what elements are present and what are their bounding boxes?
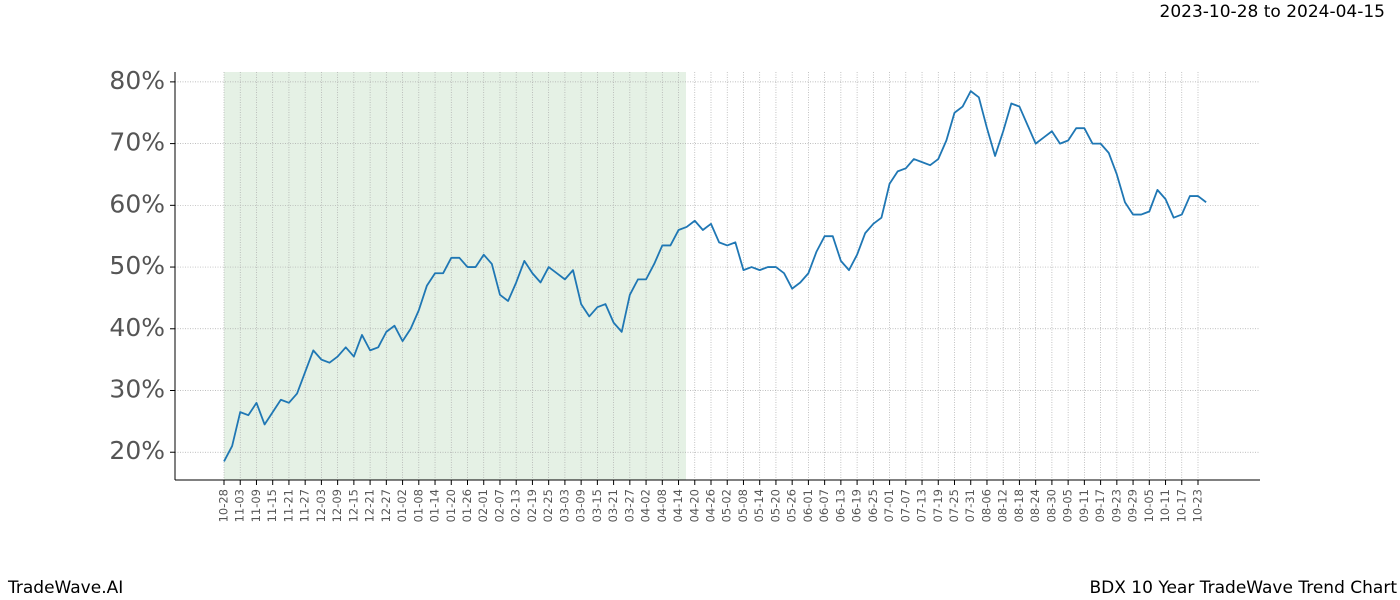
x-tick-label: 10-17 — [1174, 489, 1188, 522]
x-tick-label: 02-19 — [525, 489, 539, 522]
x-tick-label: 11-09 — [249, 489, 263, 522]
x-tick-label: 04-02 — [639, 489, 653, 522]
x-tick-label: 12-27 — [379, 489, 393, 522]
y-tick-label: 20% — [109, 436, 165, 465]
x-tick-label: 10-05 — [1142, 489, 1156, 522]
x-tick-label: 07-19 — [931, 489, 945, 522]
x-tick-label: 05-08 — [736, 489, 750, 522]
x-tick-label: 01-26 — [460, 489, 474, 522]
x-tick-label: 02-01 — [476, 489, 490, 522]
y-tick-label: 40% — [109, 313, 165, 342]
x-tick-label: 03-09 — [574, 489, 588, 522]
x-tick-label: 12-21 — [363, 489, 377, 522]
date-range: 2023-10-28 to 2024-04-15 — [1160, 2, 1385, 22]
x-tick-label: 08-30 — [1044, 489, 1058, 522]
y-tick-label: 70% — [109, 128, 165, 157]
x-tick-label: 10-28 — [217, 489, 231, 522]
x-tick-label: 02-13 — [509, 489, 523, 522]
x-tick-label: 08-18 — [1012, 489, 1026, 522]
x-tick-label: 06-01 — [801, 489, 815, 522]
x-tick-label: 12-15 — [346, 489, 360, 522]
x-tick-label: 10-11 — [1158, 489, 1172, 522]
x-tick-label: 04-14 — [671, 489, 685, 522]
y-tick-label: 80% — [109, 66, 165, 95]
x-tick-label: 10-23 — [1191, 489, 1205, 522]
x-tick-label: 03-15 — [590, 489, 604, 522]
x-tick-label: 11-27 — [298, 489, 312, 522]
x-tick-label: 01-14 — [428, 489, 442, 522]
x-tick-label: 03-03 — [557, 489, 571, 522]
x-tick-label: 06-13 — [833, 489, 847, 522]
x-tick-label: 01-02 — [395, 489, 409, 522]
x-tick-label: 02-07 — [492, 489, 506, 522]
x-tick-label: 05-14 — [752, 489, 766, 522]
x-tick-label: 05-20 — [768, 489, 782, 522]
y-tick-label: 50% — [109, 251, 165, 280]
x-tick-label: 07-01 — [882, 489, 896, 522]
x-tick-label: 11-03 — [233, 489, 247, 522]
chart-title: BDX 10 Year TradeWave Trend Chart — [1090, 578, 1398, 598]
highlight-region — [224, 72, 686, 480]
x-tick-label: 03-27 — [622, 489, 636, 522]
x-tick-label: 12-03 — [314, 489, 328, 522]
x-tick-label: 04-20 — [687, 489, 701, 522]
x-tick-label: 09-05 — [1061, 489, 1075, 522]
x-tick-label: 03-21 — [606, 489, 620, 522]
x-tick-label: 08-06 — [979, 489, 993, 522]
x-tick-label: 06-25 — [866, 489, 880, 522]
x-tick-label: 06-19 — [850, 489, 864, 522]
x-tick-label: 01-08 — [411, 489, 425, 522]
x-tick-label: 01-20 — [444, 489, 458, 522]
x-tick-label: 09-23 — [1109, 489, 1123, 522]
x-tick-label: 05-26 — [785, 489, 799, 522]
x-tick-label: 07-07 — [898, 489, 912, 522]
x-tick-label: 05-02 — [720, 489, 734, 522]
trend-line — [223, 90, 1207, 462]
y-tick-label: 60% — [109, 189, 165, 218]
x-tick-label: 09-29 — [1126, 489, 1140, 522]
x-tick-label: 04-08 — [655, 489, 669, 522]
y-tick-label: 30% — [109, 374, 165, 403]
x-tick-label: 08-24 — [1028, 489, 1042, 522]
x-tick-label: 09-17 — [1093, 489, 1107, 522]
x-tick-label: 02-25 — [541, 489, 555, 522]
x-tick-label: 07-25 — [947, 489, 961, 522]
brand: TradeWave.AI — [7, 578, 123, 598]
x-tick-label: 11-21 — [281, 489, 295, 522]
x-tick-label: 12-09 — [330, 489, 344, 522]
x-tick-label: 07-31 — [963, 489, 977, 522]
x-tick-label: 11-15 — [265, 489, 279, 522]
x-tick-label: 09-11 — [1077, 489, 1091, 522]
x-tick-label: 07-13 — [915, 489, 929, 522]
x-tick-label: 06-07 — [817, 489, 831, 522]
x-tick-label: 08-12 — [996, 489, 1010, 522]
x-tick-label: 04-26 — [704, 489, 718, 522]
